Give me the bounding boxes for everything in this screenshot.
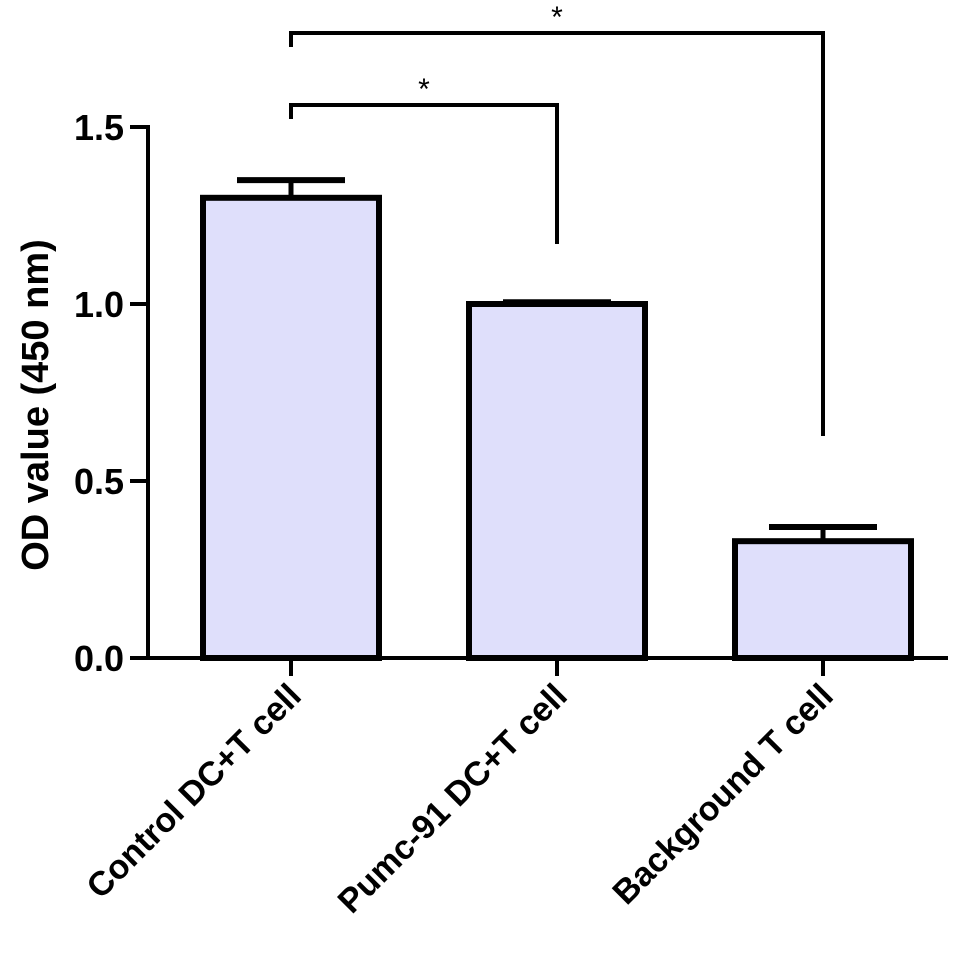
error-bars: [237, 177, 877, 542]
significance-brackets: **: [289, 1, 825, 436]
y-tick-label: 0.5: [74, 461, 124, 502]
significance-label: *: [418, 73, 430, 106]
significance-bracket: [289, 31, 825, 436]
category-labels: Control DC+T cell Pumc-91 DC+T cell Backgr…: [79, 677, 840, 921]
y-axis-title: OD value (450 nm): [15, 239, 57, 571]
significance-label: *: [551, 1, 563, 34]
y-tick-label: 1.0: [74, 284, 124, 325]
x-tick-label: Background T cell: [605, 677, 840, 912]
x-tick-label: Control DC+T cell: [79, 677, 308, 906]
bar: [732, 538, 914, 661]
bar: [200, 194, 382, 662]
significance-bracket: [289, 103, 559, 244]
bar: [466, 301, 648, 661]
y-tick-label: 0.0: [74, 638, 124, 679]
x-tick-label: Pumc-91 DC+T cell: [331, 677, 575, 921]
y-ticks: 0.0 0.5 1.0 1.5: [74, 107, 148, 679]
bars: [200, 194, 914, 662]
y-tick-label: 1.5: [74, 107, 124, 148]
